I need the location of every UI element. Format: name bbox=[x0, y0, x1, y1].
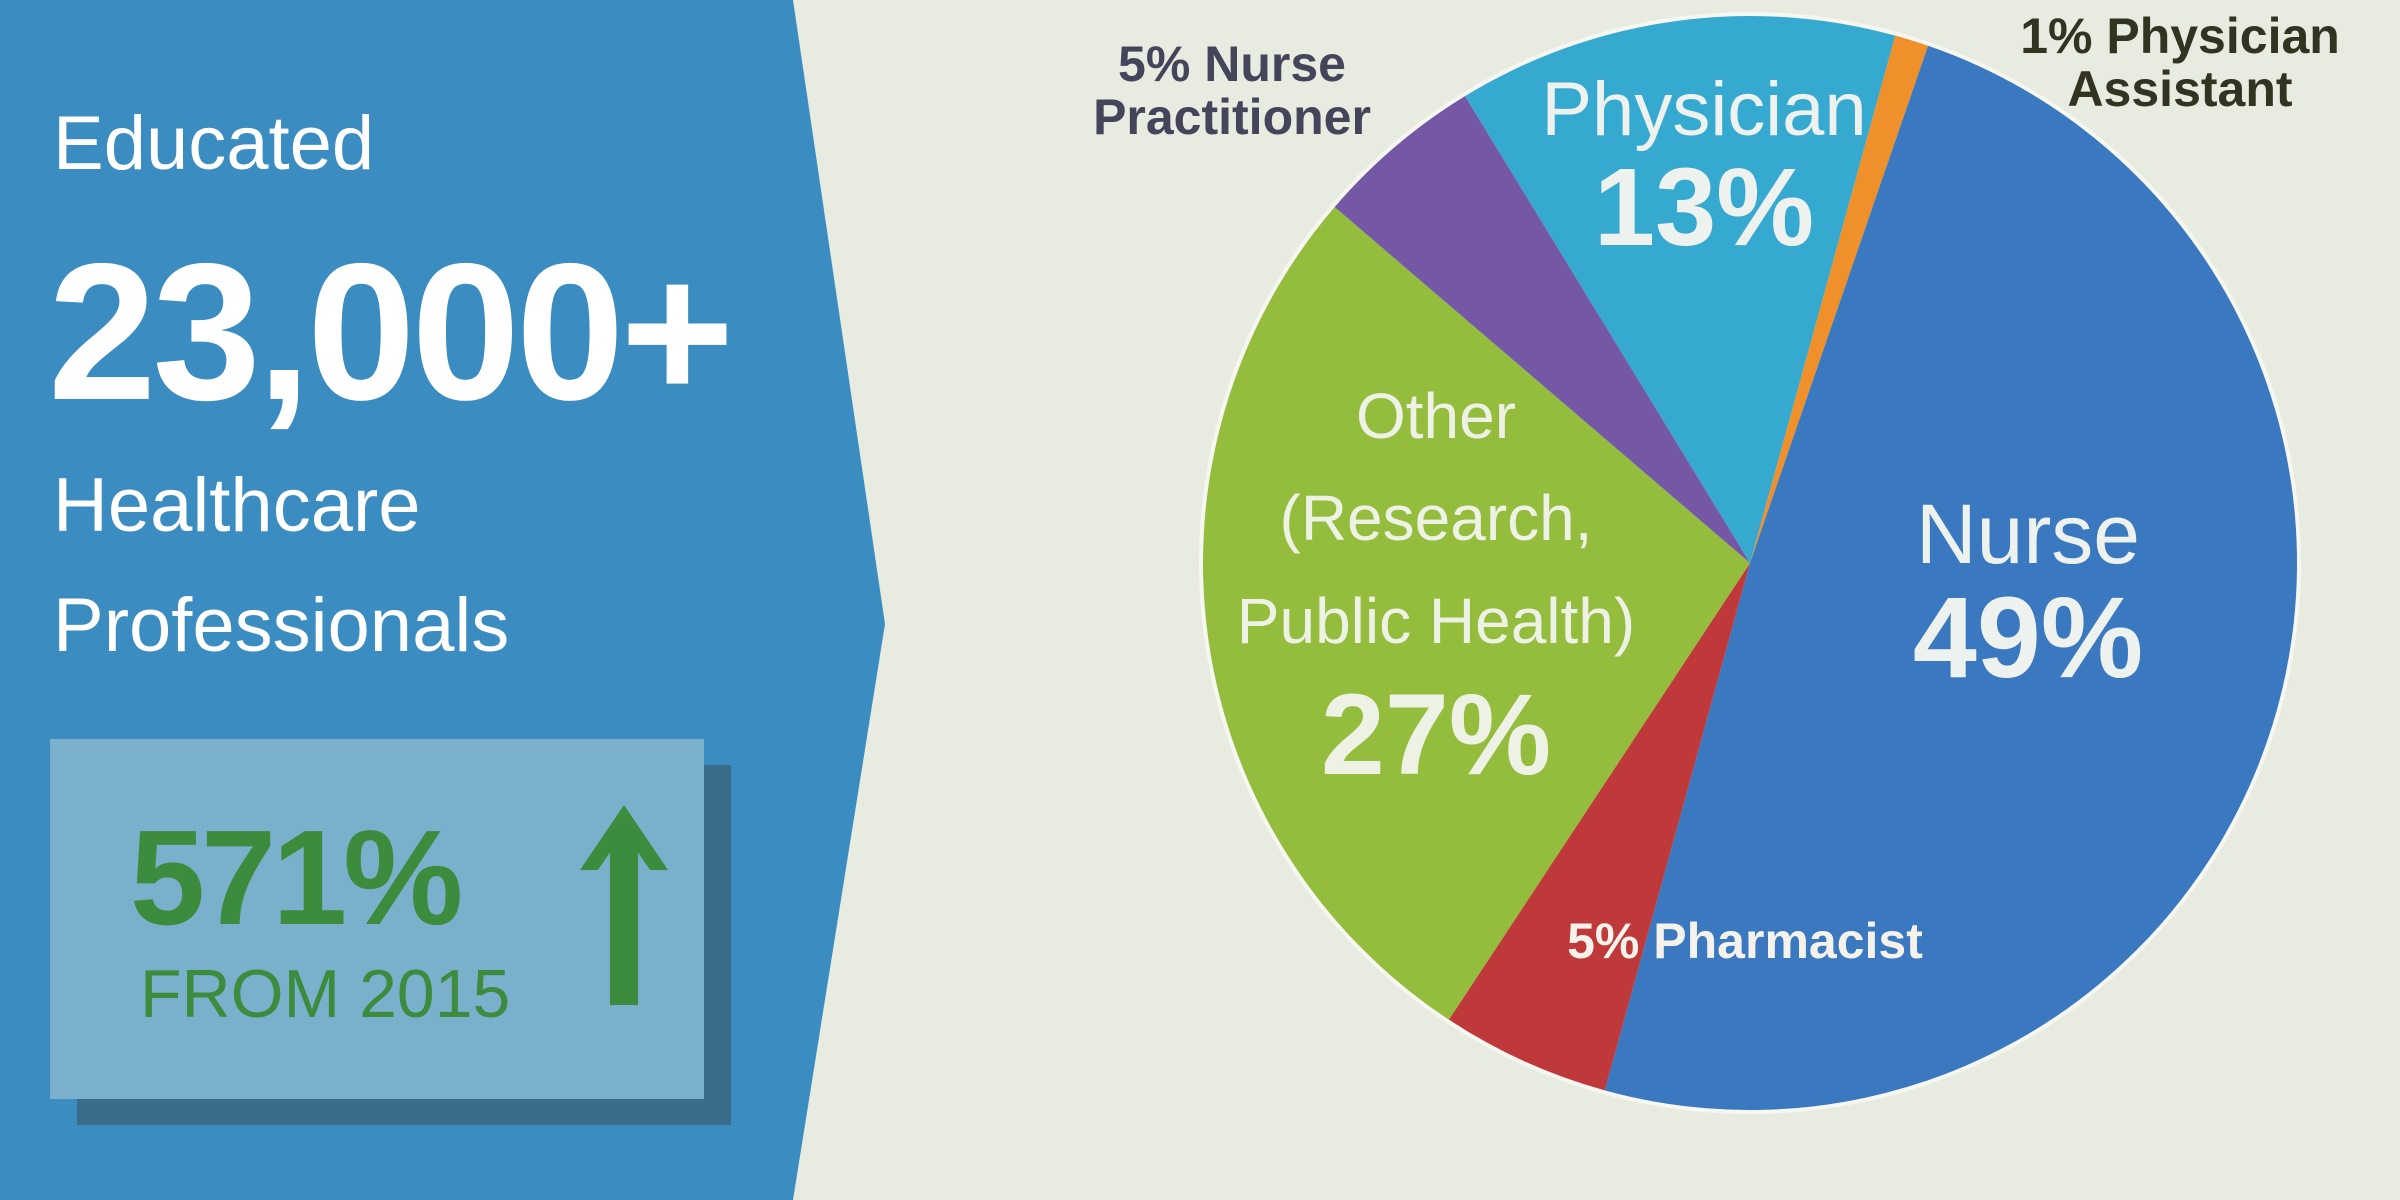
pie-slice bbox=[1334, 96, 1750, 563]
category: Pharmacist bbox=[1653, 913, 1923, 969]
value-label: 49% bbox=[1912, 574, 2144, 703]
category: Physician bbox=[1541, 67, 1867, 152]
value-label: 27% bbox=[1320, 671, 1552, 800]
slice-label: Physician 13% bbox=[1454, 70, 1954, 265]
growth-note: FROM 2015 bbox=[140, 956, 511, 1032]
pie-slice bbox=[1750, 35, 1929, 563]
value-label: 13% bbox=[1593, 145, 1815, 269]
slice-label: 5% Pharmacist bbox=[1495, 915, 1995, 968]
headline: 23,000+ bbox=[48, 223, 734, 441]
pie-slice bbox=[1604, 45, 2298, 1111]
value-label: 5% bbox=[1567, 913, 1640, 969]
growth-box bbox=[50, 739, 704, 1099]
slice-label: Nurse 49% bbox=[1778, 490, 2278, 699]
pie bbox=[1203, 16, 2298, 1111]
value-label: 1% bbox=[2020, 8, 2093, 64]
line2: Healthcare bbox=[53, 463, 421, 548]
category: Nurse bbox=[1915, 487, 2141, 581]
pie-slice bbox=[1203, 207, 1750, 1020]
line1: Educated bbox=[53, 101, 375, 186]
slice-label: 1% Physician Assistant bbox=[2000, 10, 2360, 115]
category: Nurse Practitioner bbox=[1093, 36, 1371, 145]
category: Physician Assistant bbox=[2067, 8, 2340, 117]
pie-slice bbox=[1465, 16, 1896, 564]
slice-label: Other (Research, Public Health) 27% bbox=[1206, 365, 1666, 804]
category: Other (Research, Public Health) bbox=[1236, 380, 1636, 657]
line3: Professionals bbox=[53, 583, 510, 668]
arrow-head bbox=[580, 805, 668, 870]
pie-slice bbox=[1448, 563, 1750, 1091]
slice-label: 5% Nurse Practitioner bbox=[1062, 38, 1402, 143]
value-label: 5% bbox=[1118, 36, 1191, 92]
growth: 571% bbox=[130, 802, 463, 953]
